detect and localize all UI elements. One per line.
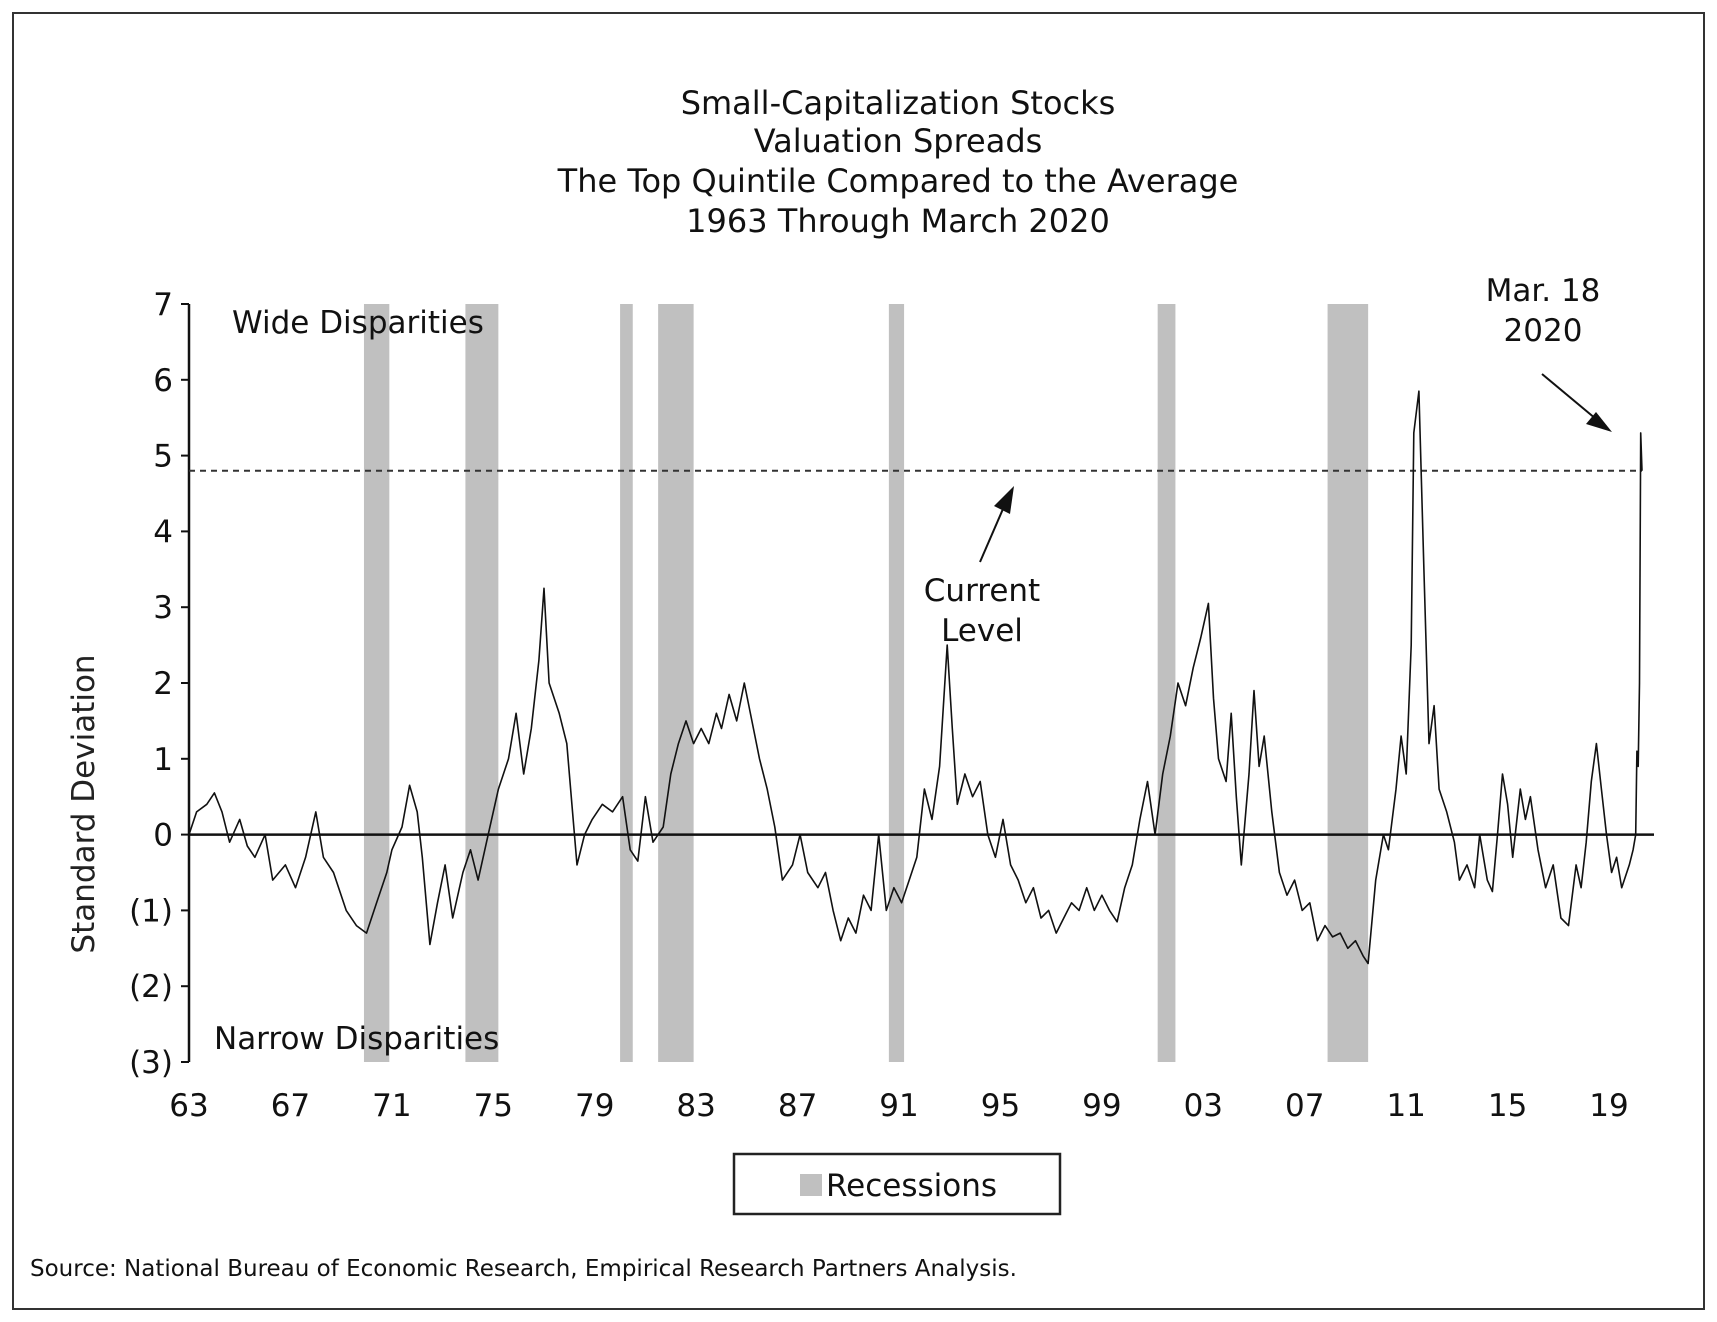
y-tick-label: 0 xyxy=(153,818,173,854)
chart-title-line-4: 1963 Through March 2020 xyxy=(686,202,1110,240)
x-tick-label: 67 xyxy=(271,1088,310,1124)
legend-recession-label: Recessions xyxy=(826,1168,997,1204)
recession-band-4 xyxy=(658,304,694,1062)
x-tick-label: 87 xyxy=(778,1088,817,1124)
chart-title-line-3: The Top Quintile Compared to the Average xyxy=(557,162,1239,200)
annotation-narrow-disparities: Narrow Disparities xyxy=(214,1021,499,1057)
y-tick-label: 2 xyxy=(153,666,173,702)
y-axis-label: Standard Deviation xyxy=(66,654,102,953)
annotation-mar18-line-1: Mar. 18 xyxy=(1486,273,1601,309)
y-tick-labels: 7 6 5 4 3 2 1 0 (1) (2) (3) xyxy=(129,287,173,1081)
chart-svg: Small-Capitalization Stocks Valuation Sp… xyxy=(30,84,1654,1282)
x-tick-label: 03 xyxy=(1184,1088,1223,1124)
y-tick-label: (2) xyxy=(129,969,173,1005)
x-tick-label: 11 xyxy=(1386,1088,1425,1124)
x-tick-label: 95 xyxy=(981,1088,1020,1124)
y-tick-label: 1 xyxy=(153,742,173,778)
x-tick-label: 99 xyxy=(1082,1088,1121,1124)
y-tick-label: (1) xyxy=(129,893,173,929)
x-tick-label: 75 xyxy=(474,1088,513,1124)
current-level-arrowhead xyxy=(994,486,1014,514)
recession-bands xyxy=(363,304,1369,1062)
x-tick-label: 19 xyxy=(1589,1088,1628,1124)
series-line-valuation-spread xyxy=(188,390,1643,965)
source-note: Source: National Bureau of Economic Rese… xyxy=(30,1256,1017,1282)
recession-band-6 xyxy=(1157,304,1176,1062)
recession-band-3 xyxy=(620,304,633,1062)
y-tick-label: 5 xyxy=(153,439,173,475)
x-tick-label: 15 xyxy=(1488,1088,1527,1124)
x-tick-label: 71 xyxy=(372,1088,411,1124)
annotation-wide-disparities: Wide Disparities xyxy=(232,305,484,341)
axes xyxy=(181,303,1654,1063)
x-tick-label: 07 xyxy=(1285,1088,1324,1124)
y-tick-label: 4 xyxy=(153,514,173,550)
recession-band-2 xyxy=(465,304,499,1062)
recession-band-5 xyxy=(888,304,905,1062)
current-level-arrow xyxy=(979,501,1007,563)
y-tick-label: 3 xyxy=(153,590,173,626)
x-tick-label: 63 xyxy=(169,1088,208,1124)
x-tick-label: 83 xyxy=(676,1088,715,1124)
y-tick-label: 7 xyxy=(153,287,173,323)
x-tick-label: 79 xyxy=(575,1088,614,1124)
annotation-current-level-line-2: Level xyxy=(941,613,1023,649)
mar18-arrow xyxy=(1541,373,1597,420)
x-tick-label: 91 xyxy=(879,1088,918,1124)
chart-title-line-1: Small-Capitalization Stocks xyxy=(681,84,1116,122)
chart-title-line-2: Valuation Spreads xyxy=(754,122,1043,160)
y-tick-label: 6 xyxy=(153,363,173,399)
series-line-group xyxy=(188,390,1643,965)
annotation-mar18-line-2: 2020 xyxy=(1504,313,1583,349)
chart-frame: Small-Capitalization Stocks Valuation Sp… xyxy=(12,12,1705,1310)
recession-band-1 xyxy=(363,304,390,1062)
legend-recession-swatch xyxy=(800,1174,822,1196)
y-tick-label: (3) xyxy=(129,1045,173,1081)
x-tick-labels: 63 67 71 75 79 83 87 91 95 99 03 07 11 15 19 xyxy=(169,1088,1628,1124)
legend-box xyxy=(732,1152,1062,1216)
annotation-current-level-line-1: Current xyxy=(924,573,1040,609)
mar18-arrowhead xyxy=(1586,412,1612,432)
